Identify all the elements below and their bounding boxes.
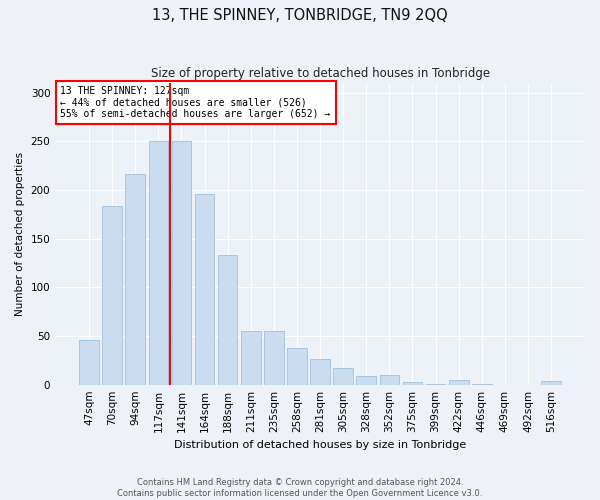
Y-axis label: Number of detached properties: Number of detached properties [15, 152, 25, 316]
Bar [103, 206, 122, 384]
Bar [172, 142, 191, 384]
Bar [403, 382, 422, 384]
Bar [241, 331, 260, 384]
Bar [125, 174, 145, 384]
Bar [149, 142, 168, 384]
Title: Size of property relative to detached houses in Tonbridge: Size of property relative to detached ho… [151, 68, 490, 80]
Bar [356, 376, 376, 384]
X-axis label: Distribution of detached houses by size in Tonbridge: Distribution of detached houses by size … [174, 440, 466, 450]
Bar [218, 256, 238, 384]
Bar [264, 331, 284, 384]
Text: 13, THE SPINNEY, TONBRIDGE, TN9 2QQ: 13, THE SPINNEY, TONBRIDGE, TN9 2QQ [152, 8, 448, 22]
Bar [195, 194, 214, 384]
Bar [449, 380, 469, 384]
Bar [541, 381, 561, 384]
Bar [310, 360, 330, 384]
Bar [334, 368, 353, 384]
Text: Contains HM Land Registry data © Crown copyright and database right 2024.
Contai: Contains HM Land Registry data © Crown c… [118, 478, 482, 498]
Bar [380, 375, 399, 384]
Text: 13 THE SPINNEY: 127sqm
← 44% of detached houses are smaller (526)
55% of semi-de: 13 THE SPINNEY: 127sqm ← 44% of detached… [61, 86, 331, 120]
Bar [79, 340, 99, 384]
Bar [287, 348, 307, 385]
